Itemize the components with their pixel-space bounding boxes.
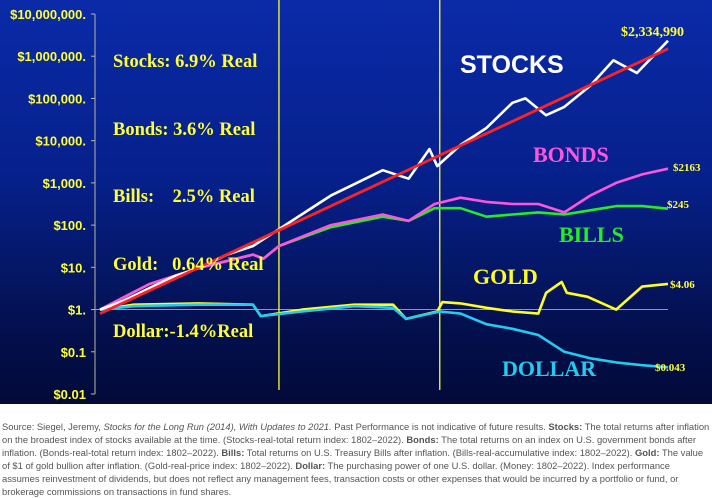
y-tick-label: $100. [53, 218, 86, 233]
x-tick-label: 1831 [164, 403, 186, 404]
y-tick-label: $10,000,000. [10, 7, 86, 22]
footnote-disclaimer: Past Performance is not indicative of fu… [331, 421, 549, 432]
footnote-dollar-text: The purchasing power of one U.S. dollar.… [2, 460, 679, 497]
chart-svg: $10,000,000. $1,000,000. $100,000. $10,000.… [10, 0, 701, 404]
footnote-dollar-label: Dollar: [295, 460, 326, 471]
series-label-bonds: BONDS [533, 142, 609, 167]
y-tick-label: $10,000. [35, 134, 86, 149]
x-tick-label: 1971 [527, 403, 549, 404]
x-tick-label: 1891 [320, 403, 342, 404]
y-tick-label: $100,000. [28, 91, 86, 106]
x-tick-label: 1881 [294, 403, 316, 404]
trend-line [99, 47, 669, 315]
y-tick-label: $0.1 [61, 345, 86, 360]
x-tick-label: 1911 [372, 403, 394, 404]
series-label-stocks: STOCKS [460, 51, 564, 79]
x-tick-label: 1931 [424, 403, 446, 404]
x-tick-label: 2001 [605, 403, 627, 404]
series-line-bonds [99, 167, 669, 311]
footnote-book: Stocks for the Long Run (2014), With Upd… [103, 421, 332, 432]
x-tick-label: 1851 [216, 403, 238, 404]
x-tick-label: 1871 [268, 403, 290, 404]
x-tick-label: 1811 [112, 403, 134, 404]
footnote-bonds-text: The total returns on an index on U.S. go… [2, 434, 696, 458]
y-tick-label: $1. [68, 303, 86, 318]
x-tick-label: 1841 [190, 403, 212, 404]
end-value-label-bonds: $2163 [673, 162, 701, 174]
y-tick-label: $1,000,000. [17, 49, 86, 64]
x-tick-label: 1861 [242, 403, 264, 404]
x-tick-label: 1941 [450, 403, 472, 404]
legend-bonds: Bonds: 3.6% Real [113, 119, 256, 140]
footnote-source: Source: Siegel, Jeremy, [2, 421, 104, 432]
x-tick-label: 1921 [398, 403, 420, 404]
end-value-label-gold: $4.06 [670, 279, 695, 291]
footnote-bills-label: Bills: [221, 447, 245, 458]
end-value-label-bills: $245 [667, 199, 690, 211]
x-tick-label: 1802 [89, 403, 111, 404]
x-tick-label: 2011 [631, 403, 653, 404]
end-value-label-stocks: $2,334,990 [621, 25, 684, 40]
series-label-bills: BILLS [559, 222, 624, 247]
end-value-label-dollar: $0.043 [655, 362, 686, 374]
x-tick-label: 1901 [346, 403, 368, 404]
series-label-gold: GOLD [473, 264, 538, 289]
footnote-gold-text: The value of $1 of gold bullion after in… [2, 447, 704, 471]
legend-dollar: Dollar:-1.4%Real [113, 322, 254, 342]
x-tick-label: 2021 [657, 403, 679, 404]
footnote-gold-label: Gold: [634, 447, 660, 458]
x-tick-label: 1981 [553, 403, 575, 404]
y-tick-label: $0.01 [53, 387, 86, 402]
legend-bills: Bills: 2.5% Real [113, 187, 255, 207]
footnote-stocks-label: Stocks: [548, 421, 583, 432]
footnote-bills-text: Total returns on U.S. Treasury Bills aft… [244, 447, 635, 458]
x-tick-label: 1961 [501, 403, 523, 404]
footnote-stocks-text: The total returns after inflation on the… [2, 421, 710, 445]
footnote-bonds-label: Bonds: [406, 434, 439, 445]
chart-area: $10,000,000. $1,000,000. $100,000. $10,000.… [0, 0, 712, 404]
x-tick-label: 1991 [579, 403, 601, 404]
y-tick-label: $10. [61, 260, 86, 275]
returns-legend: Stocks: 6.9% Real Bonds: 3.6% Real Bills… [113, 6, 264, 389]
series-label-dollar: DOLLAR [502, 356, 597, 381]
x-tick-label: 1951 [475, 403, 497, 404]
legend-stocks: Stocks: 6.9% Real [113, 52, 258, 72]
series-line-dollar [99, 303, 669, 369]
legend-gold: Gold: 0.64% Real [113, 254, 264, 275]
footnote: Source: Siegel, Jeremy, Stocks for the L… [2, 420, 710, 498]
x-tick-label: 1821 [138, 403, 160, 404]
y-tick-label: $1,000. [43, 176, 86, 191]
